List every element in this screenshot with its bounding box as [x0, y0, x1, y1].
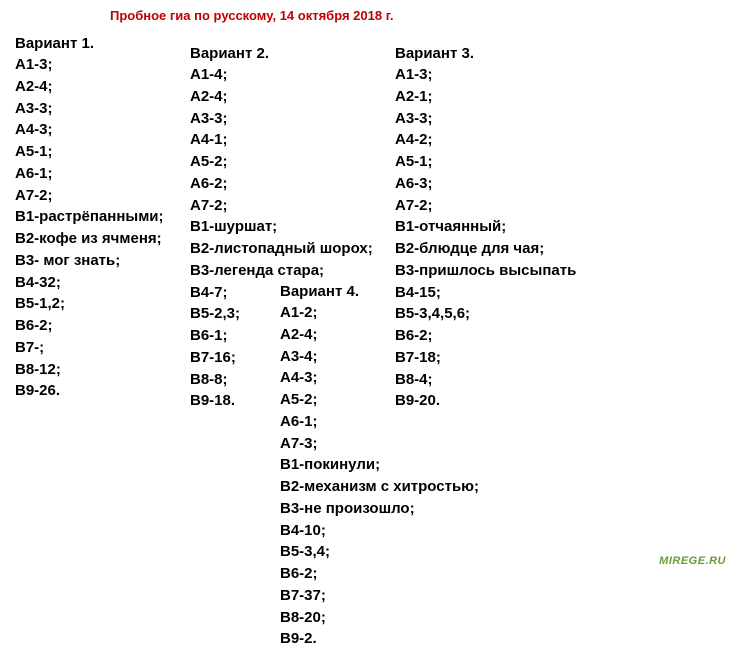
answer-line: А4-3; — [15, 119, 164, 141]
answer-line: В3- мог знать; — [15, 250, 164, 272]
answer-line: А7-3; — [280, 433, 479, 455]
answer-line: А6-2; — [190, 173, 373, 195]
answer-line: В8-12; — [15, 359, 164, 381]
variant-title: Вариант 2. — [190, 45, 373, 62]
answer-line: В7-; — [15, 337, 164, 359]
answer-line: А1-3; — [15, 54, 164, 76]
answer-line: А2-4; — [190, 86, 373, 108]
answer-line: А5-2; — [280, 389, 479, 411]
answer-line: В3-пришлось высыпать — [395, 260, 576, 282]
answer-line: А5-1; — [395, 151, 576, 173]
variant-column: Вариант 1. А1-3;А2-4;А3-3;А4-3;А5-1;А6-1;… — [15, 35, 164, 402]
answer-line: В6-2; — [280, 563, 479, 585]
variant-column: Вариант 4. А1-2;А2-4;А3-4;А4-3;А5-2;А6-1;… — [280, 283, 479, 650]
answer-line: А2-1; — [395, 86, 576, 108]
answer-line: В1-растрёпанными; — [15, 206, 164, 228]
answer-line: А1-2; — [280, 302, 479, 324]
answer-line: А1-3; — [395, 64, 576, 86]
answer-line: В1-отчаянный; — [395, 216, 576, 238]
answer-line: А3-3; — [395, 108, 576, 130]
answer-line: В3-легенда стара; — [190, 260, 373, 282]
answer-line: В1-шуршат; — [190, 216, 373, 238]
answer-line: В7-37; — [280, 585, 479, 607]
page-header: Пробное гиа по русскому, 14 октября 2018… — [110, 8, 393, 23]
answer-line: В8-20; — [280, 607, 479, 629]
variant-title: Вариант 4. — [280, 283, 479, 300]
answer-line: В6-2; — [15, 315, 164, 337]
answer-line: В4-32; — [15, 272, 164, 294]
answer-line: А2-4; — [280, 324, 479, 346]
answer-line: В3-не произошло; — [280, 498, 479, 520]
answer-line: В5-3,4; — [280, 541, 479, 563]
answer-line: А6-1; — [280, 411, 479, 433]
answer-line: А7-2; — [395, 195, 576, 217]
answer-line: B9-2. — [280, 628, 479, 650]
answer-line: В2-механизм с хитростью; — [280, 476, 479, 498]
answer-line: А7-2; — [15, 185, 164, 207]
answer-line: А3-3; — [190, 108, 373, 130]
answer-line: В1-покинули; — [280, 454, 479, 476]
answer-line: B9-26. — [15, 380, 164, 402]
answer-line: А5-1; — [15, 141, 164, 163]
watermark: MIREGE.RU — [659, 555, 726, 567]
answer-line: А6-3; — [395, 173, 576, 195]
answer-line: А4-1; — [190, 129, 373, 151]
answer-line: А4-3; — [280, 367, 479, 389]
answer-line: А3-3; — [15, 98, 164, 120]
answer-line: В4-10; — [280, 520, 479, 542]
variant-title: Вариант 1. — [15, 35, 164, 52]
answer-line: В2-блюдце для чая; — [395, 238, 576, 260]
answer-line: А5-2; — [190, 151, 373, 173]
answer-line: А3-4; — [280, 346, 479, 368]
answer-line: А7-2; — [190, 195, 373, 217]
answer-line: А2-4; — [15, 76, 164, 98]
variant-title: Вариант 3. — [395, 45, 576, 62]
answer-line: А1-4; — [190, 64, 373, 86]
answer-line: В2-листопадный шорох; — [190, 238, 373, 260]
answer-line: А6-1; — [15, 163, 164, 185]
answer-line: В5-1,2; — [15, 293, 164, 315]
answer-line: А4-2; — [395, 129, 576, 151]
answer-line: В2-кофе из ячменя; — [15, 228, 164, 250]
